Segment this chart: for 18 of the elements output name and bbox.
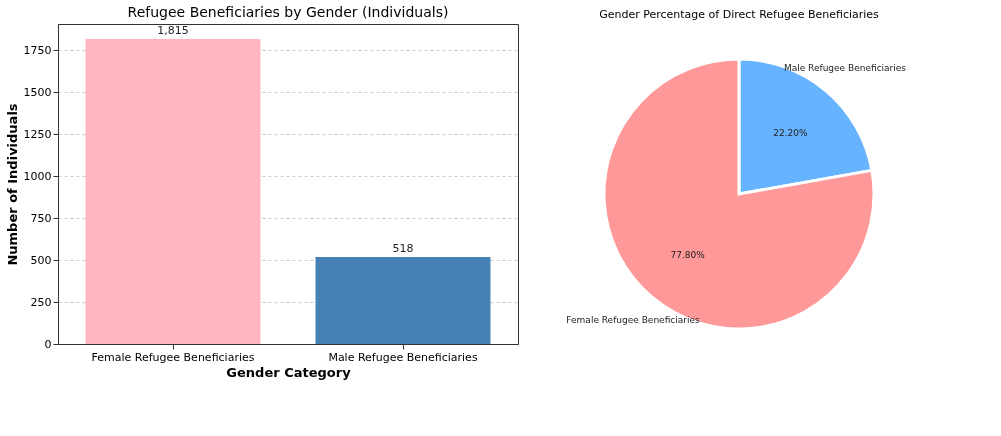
y-tick-label: 1500: [23, 85, 52, 99]
x-axis-title: Gender Category: [226, 364, 352, 380]
data-label: 22.20%: [773, 127, 808, 138]
chart-title: Refugee Beneficiaries by Gender (Individuals): [127, 4, 449, 20]
y-tick-label: 1250: [23, 127, 52, 141]
data-label: 77.80%: [670, 250, 706, 261]
y-tick-label: 250: [30, 295, 52, 309]
data-label: 1,815: [157, 24, 189, 38]
y-tick-label: 500: [30, 253, 52, 267]
slice-label: Female Refugee Beneficiaries: [566, 315, 700, 326]
y-tick-label: 0: [44, 337, 52, 351]
y-tick-label: 750: [30, 211, 52, 225]
y-axis-title: Number of Individuals: [4, 103, 20, 266]
chart-title: Gender Percentage of Direct Refugee Beneficiaries: [599, 8, 880, 21]
data-label: 518: [392, 241, 414, 255]
y-tick-label: 1000: [23, 169, 52, 183]
slice-label: Male Refugee Beneficiaries: [783, 62, 907, 73]
y-tick-label: 1750: [23, 43, 52, 57]
